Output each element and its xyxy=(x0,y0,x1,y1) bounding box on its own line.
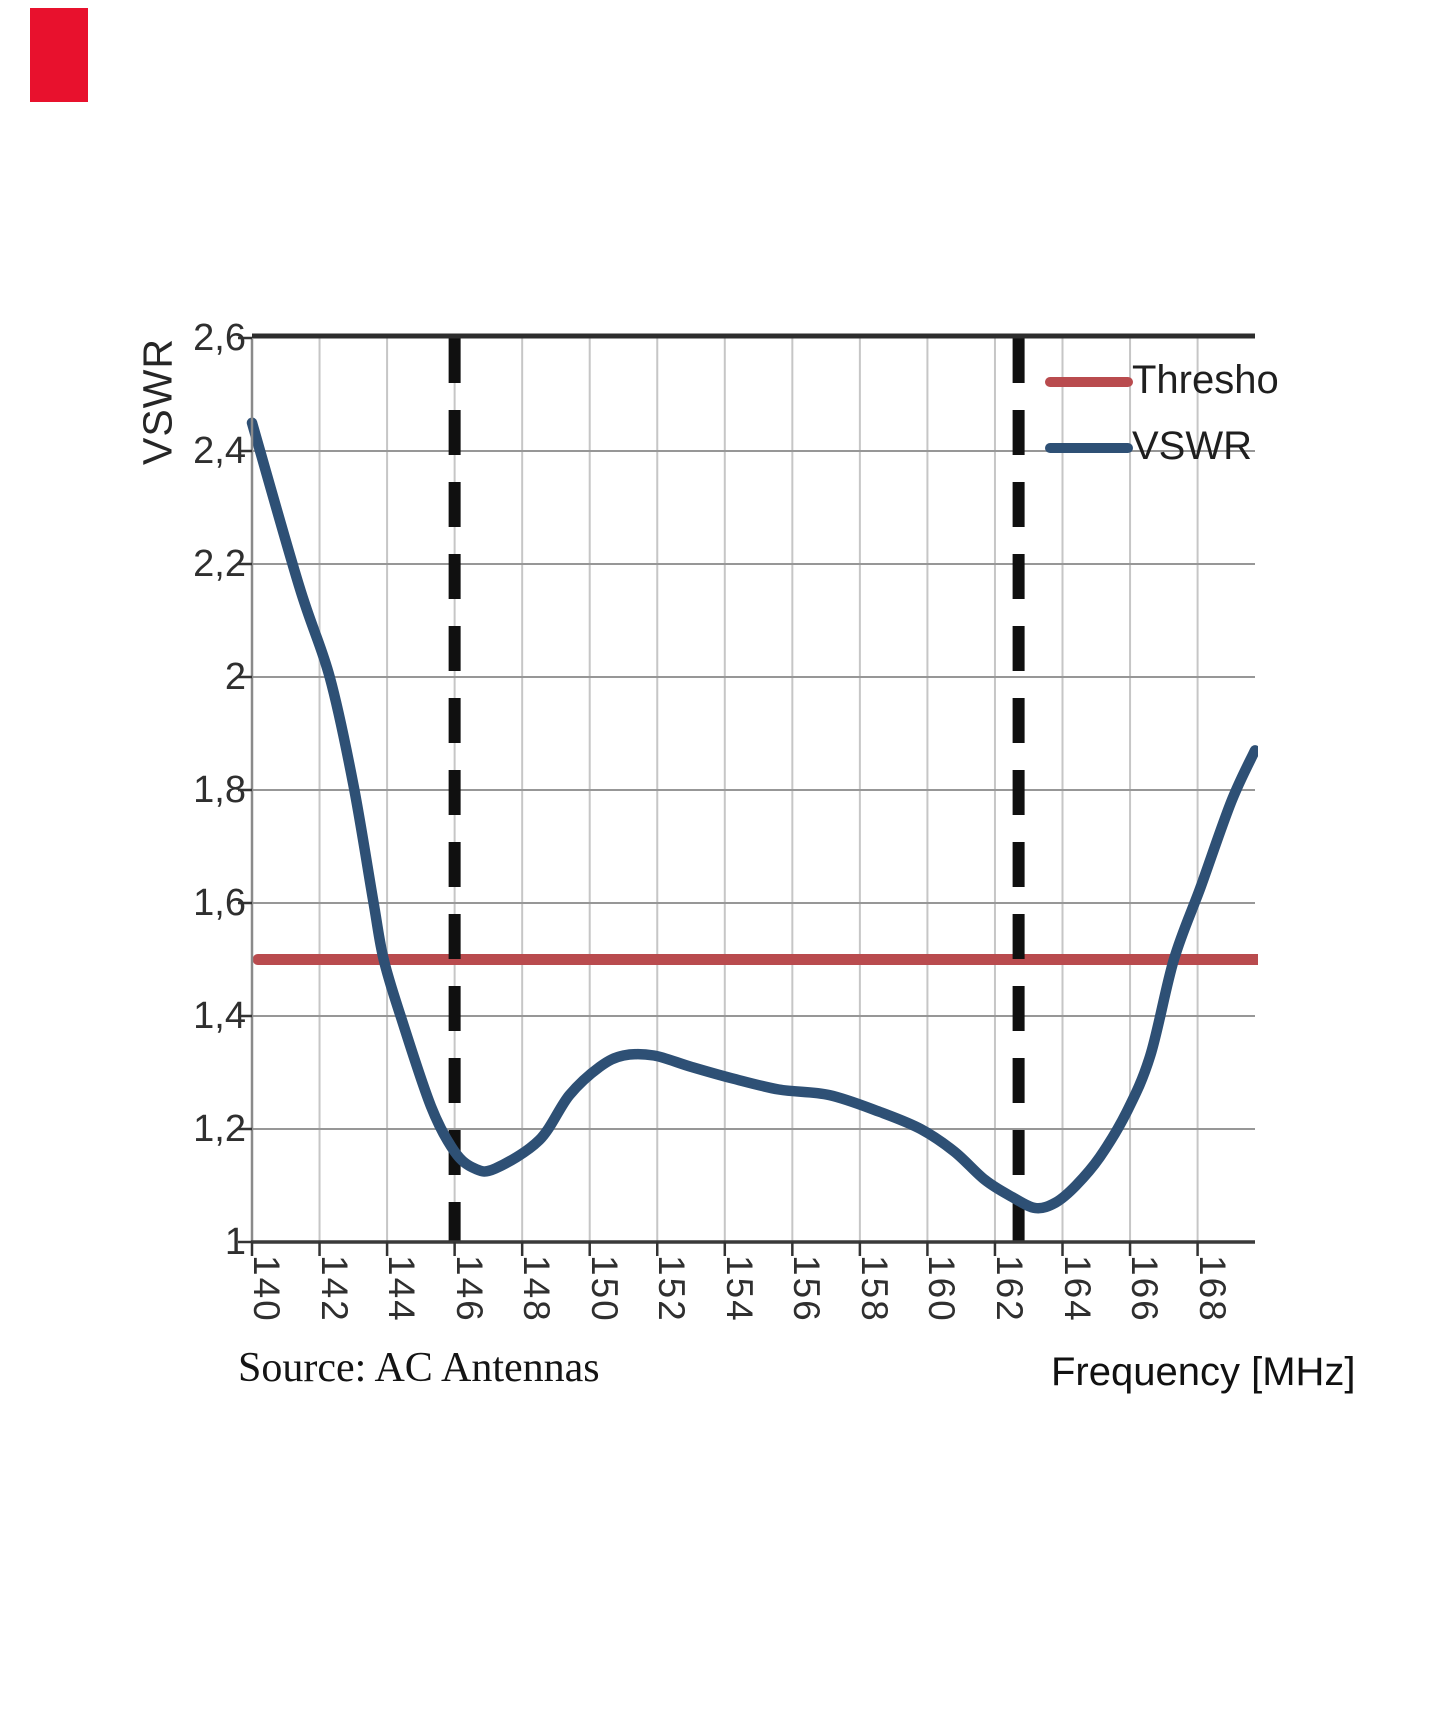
y-tick-label: 1,6 xyxy=(193,882,246,924)
y-tick-label: 2,2 xyxy=(193,543,246,585)
y-tick-label: 1,8 xyxy=(193,769,246,811)
x-tick-label: 152 xyxy=(651,1255,693,1323)
x-tick-label: 148 xyxy=(516,1255,558,1323)
y-tick-label: 1 xyxy=(224,1221,246,1263)
y-tick-label: 2,6 xyxy=(193,317,246,359)
plot-area xyxy=(246,338,1258,1242)
x-tick-label: 146 xyxy=(448,1255,490,1323)
x-tick-label: 144 xyxy=(381,1255,423,1323)
x-tick-label: 164 xyxy=(1056,1255,1098,1323)
legend-label-threshold: Thresho xyxy=(1132,358,1279,402)
vswr-curve xyxy=(246,417,1258,1214)
x-tick-label: 154 xyxy=(718,1255,760,1323)
y-tick-label: 2,4 xyxy=(193,430,246,472)
x-tick-label: 142 xyxy=(313,1255,355,1323)
x-tick-label: 158 xyxy=(853,1255,895,1323)
x-tick-label: 160 xyxy=(921,1255,963,1323)
x-tick-label: 140 xyxy=(246,1255,287,1323)
legend-label-vswr: VSWR xyxy=(1132,424,1252,468)
red-corner-marker xyxy=(30,8,88,102)
y-tick-label: 1,2 xyxy=(193,1108,246,1150)
x-tick-label: 162 xyxy=(988,1255,1030,1323)
y-tick-label: 2 xyxy=(224,656,246,698)
x-tick-label: 150 xyxy=(583,1255,625,1323)
y-tick-label: 1,4 xyxy=(193,995,246,1037)
x-tick-label: 166 xyxy=(1124,1255,1166,1323)
x-tick-label: 156 xyxy=(786,1255,828,1323)
source-note: Source: AC Antennas xyxy=(238,1345,600,1391)
x-axis-title: Frequency [MHz] xyxy=(1051,1350,1356,1394)
x-tick-label: 168 xyxy=(1191,1255,1233,1323)
